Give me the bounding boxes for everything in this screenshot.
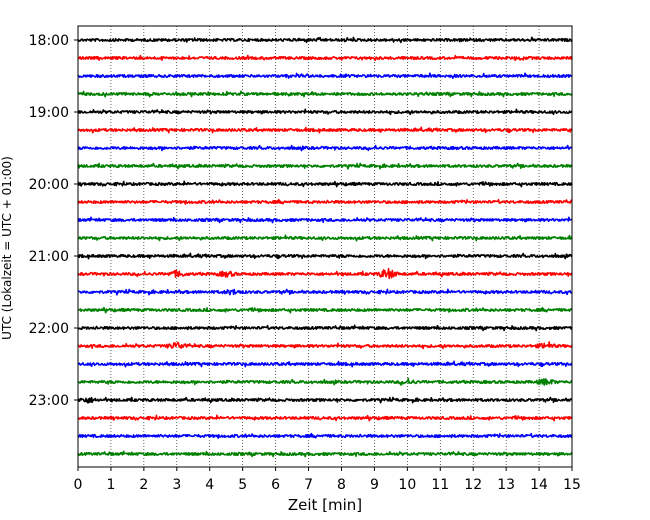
- x-tick-label: 15: [563, 477, 581, 493]
- seismic-trace: [77, 432, 573, 439]
- seismic-trace: [77, 36, 573, 44]
- seismic-trace: [77, 396, 573, 404]
- seismic-trace: [77, 54, 573, 62]
- seismic-trace: [77, 216, 573, 224]
- seismic-trace: [77, 90, 573, 98]
- seismic-trace: [77, 72, 573, 80]
- seismic-trace: [77, 144, 573, 152]
- x-tick-label: 7: [304, 477, 313, 493]
- y-tick-label: 23:00: [29, 393, 69, 409]
- x-tick-label: 6: [271, 477, 280, 493]
- seismic-trace: [77, 126, 573, 134]
- x-tick-label: 1: [106, 477, 115, 493]
- seismic-trace: [77, 252, 573, 260]
- x-tick-label: 4: [205, 477, 214, 493]
- x-axis-label: Zeit [min]: [288, 496, 362, 514]
- y-tick-label: 22:00: [29, 321, 69, 337]
- x-axis-ticks: 0 1 2 3 4 5 6 7 8 9 10 11 12 13 14 15: [74, 467, 581, 493]
- seismic-trace: [77, 198, 573, 205]
- y-tick-label: 20:00: [29, 177, 69, 193]
- seismic-trace: [77, 288, 573, 296]
- seismic-trace: [77, 234, 573, 242]
- y-tick-label: 19:00: [29, 105, 69, 121]
- seismic-trace: [77, 414, 573, 422]
- y-tick-label: 18:00: [29, 33, 69, 49]
- seismic-trace: [77, 108, 573, 116]
- y-axis-label: UTC (Lokalzeit = UTC + 01:00): [0, 156, 14, 340]
- seismic-trace: [77, 360, 573, 368]
- y-tick-label: 21:00: [29, 249, 69, 265]
- x-tick-label: 12: [464, 477, 482, 493]
- x-tick-label: 11: [431, 477, 449, 493]
- y-axis-ticks: 18:00 19:00 20:00 21:00 22:00 23:00: [29, 33, 78, 409]
- plot-frame: [77, 25, 573, 468]
- seismic-trace: [77, 341, 573, 350]
- seismic-traces: [77, 36, 573, 458]
- x-tick-label: 10: [398, 477, 416, 493]
- seismic-trace: [77, 450, 573, 458]
- x-tick-label: 2: [139, 477, 148, 493]
- seismic-trace: [77, 324, 573, 332]
- x-tick-label: 0: [74, 477, 83, 493]
- x-tick-label: 8: [337, 477, 346, 493]
- x-tick-label: 5: [238, 477, 247, 493]
- seismic-trace: [77, 267, 573, 280]
- seismic-trace: [77, 306, 573, 314]
- seismic-trace: [77, 180, 573, 188]
- x-tick-label: 9: [370, 477, 379, 493]
- x-tick-label: 14: [530, 477, 548, 493]
- x-tick-label: 3: [172, 477, 181, 493]
- x-tick-label: 13: [497, 477, 515, 493]
- seismic-trace: [77, 162, 573, 170]
- seismic-trace: [77, 377, 573, 386]
